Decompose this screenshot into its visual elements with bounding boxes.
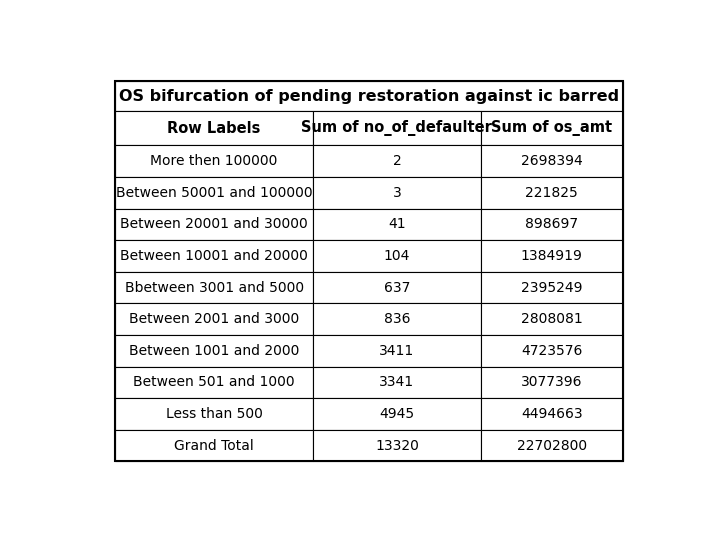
Text: 3: 3	[392, 186, 401, 200]
Bar	[115, 111, 313, 145]
Bar	[481, 335, 623, 367]
Bar	[115, 240, 313, 272]
Bar	[313, 367, 481, 399]
Bar	[313, 399, 481, 430]
Text: 2698394: 2698394	[521, 154, 582, 168]
Bar	[481, 430, 623, 462]
Bar	[481, 303, 623, 335]
Bar	[115, 303, 313, 335]
Text: 836: 836	[384, 312, 410, 326]
Bar	[481, 367, 623, 399]
Bar	[115, 335, 313, 367]
Bar	[115, 177, 313, 208]
Text: OS bifurcation of pending restoration against ic barred: OS bifurcation of pending restoration ag…	[119, 89, 619, 104]
Text: Between 501 and 1000: Between 501 and 1000	[133, 375, 295, 389]
Bar	[313, 111, 481, 145]
Text: 13320: 13320	[375, 438, 419, 453]
Bar	[481, 208, 623, 240]
Bar	[313, 145, 481, 177]
Text: 22702800: 22702800	[517, 438, 587, 453]
Text: 3341: 3341	[379, 375, 415, 389]
Bar	[481, 111, 623, 145]
Text: 3411: 3411	[379, 344, 415, 358]
Bar	[313, 208, 481, 240]
Text: Between 50001 and 100000: Between 50001 and 100000	[116, 186, 312, 200]
Text: 4723576: 4723576	[521, 344, 582, 358]
Text: 41: 41	[388, 218, 406, 232]
Bar	[481, 145, 623, 177]
Bar	[313, 303, 481, 335]
Text: 898697: 898697	[525, 218, 578, 232]
Bar	[313, 335, 481, 367]
Text: Row Labels: Row Labels	[168, 121, 261, 136]
Text: Sum of no_of_defaulter: Sum of no_of_defaulter	[302, 120, 492, 137]
Bar	[481, 240, 623, 272]
Text: Between 2001 and 3000: Between 2001 and 3000	[129, 312, 300, 326]
Text: 1384919: 1384919	[521, 249, 582, 263]
Text: Less than 500: Less than 500	[166, 407, 263, 421]
Bar	[313, 272, 481, 303]
Text: 221825: 221825	[526, 186, 578, 200]
Text: Bbetween 3001 and 5000: Bbetween 3001 and 5000	[125, 281, 304, 295]
Bar	[115, 145, 313, 177]
Bar	[313, 240, 481, 272]
Bar	[115, 208, 313, 240]
Text: 3077396: 3077396	[521, 375, 582, 389]
Text: 4494663: 4494663	[521, 407, 582, 421]
Bar	[115, 82, 623, 111]
Bar	[481, 272, 623, 303]
Text: More then 100000: More then 100000	[150, 154, 278, 168]
Text: Between 20001 and 30000: Between 20001 and 30000	[120, 218, 308, 232]
Bar	[481, 399, 623, 430]
Text: 4945: 4945	[379, 407, 415, 421]
Bar	[115, 367, 313, 399]
Text: 2: 2	[392, 154, 401, 168]
Bar	[115, 272, 313, 303]
Bar	[115, 430, 313, 462]
Text: Between 1001 and 2000: Between 1001 and 2000	[129, 344, 300, 358]
Text: 2395249: 2395249	[521, 281, 582, 295]
Text: 104: 104	[384, 249, 410, 263]
Bar	[313, 430, 481, 462]
Text: Between 10001 and 20000: Between 10001 and 20000	[120, 249, 308, 263]
Text: Grand Total: Grand Total	[174, 438, 254, 453]
Text: 2808081: 2808081	[521, 312, 582, 326]
Text: 637: 637	[384, 281, 410, 295]
Bar	[313, 177, 481, 208]
Bar	[115, 399, 313, 430]
Text: Sum of os_amt: Sum of os_amt	[491, 120, 613, 137]
Bar	[481, 177, 623, 208]
